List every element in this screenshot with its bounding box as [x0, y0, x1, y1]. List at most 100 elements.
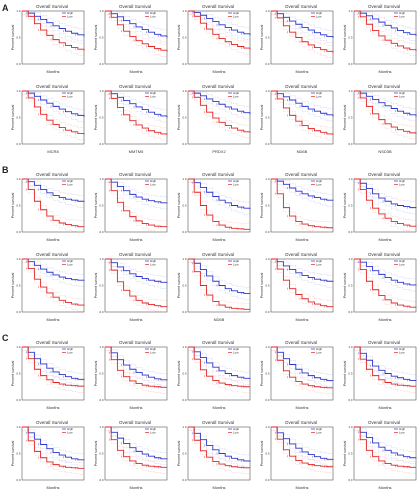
plot-frame	[187, 90, 251, 145]
legend-entry: High	[233, 179, 240, 183]
series-line-high	[271, 346, 334, 381]
y-axis-label: Percent survival	[343, 105, 347, 131]
x-axis-label: Months	[212, 69, 225, 74]
x-axis-label: Months	[46, 485, 59, 490]
series-line-high	[354, 346, 417, 381]
series-line-high	[105, 258, 168, 283]
y-tick-label: 0.0	[99, 62, 104, 66]
ci-band-high-upper	[354, 178, 417, 202]
ci-band-low-lower	[188, 430, 251, 475]
legend-entry: Low	[150, 431, 156, 435]
legend-entry: Low	[150, 15, 156, 19]
legend-entry: High	[233, 347, 240, 351]
y-axis-label: Percent survival	[343, 25, 347, 51]
y-tick-label: 1.0	[99, 425, 104, 429]
legend-entry: Low	[150, 183, 156, 187]
chart-title: Overall Survival	[368, 4, 400, 9]
ci-band-low-upper	[22, 258, 85, 300]
x-axis-label: Months	[378, 405, 391, 410]
series-line-low	[188, 258, 250, 310]
y-tick-label: 0.5	[16, 36, 21, 40]
legend-entry: Low	[67, 351, 73, 355]
x-axis-label: Months	[129, 317, 142, 322]
ci-band-high-lower	[188, 14, 251, 42]
series-line-high	[22, 10, 85, 37]
legend-entry: High	[316, 91, 323, 95]
plot-frame	[104, 346, 168, 401]
series-line-low	[22, 426, 84, 469]
series-line-high	[105, 10, 168, 38]
y-tick-label: 0.0	[182, 230, 187, 234]
series-line-low	[188, 90, 251, 133]
series-line-low	[354, 90, 417, 134]
legend-entry: High	[316, 11, 323, 15]
y-tick-label: 1.0	[99, 89, 104, 93]
ci-band-high-lower	[22, 94, 85, 124]
ci-band-low-lower	[22, 14, 85, 58]
ci-band-high-upper	[22, 426, 85, 455]
y-tick-label: 0.0	[265, 142, 270, 146]
series-line-high	[271, 258, 334, 282]
ci-band-high-upper	[188, 346, 251, 373]
series-line-high	[188, 90, 251, 115]
y-axis-label: Percent survival	[177, 441, 181, 467]
chart-title: Overall Survival	[202, 84, 234, 89]
ci-band-low-upper	[188, 426, 251, 462]
legend-entry: Low	[316, 431, 322, 435]
legend-entry: Low	[150, 95, 156, 99]
x-axis-label: MMTM5	[129, 149, 144, 154]
plot-frame	[187, 10, 251, 65]
series-line-high	[22, 346, 85, 380]
legend-entry: High	[399, 179, 406, 183]
ci-band-high-lower	[354, 14, 417, 43]
plot-frame	[353, 346, 417, 401]
chart-title: Overall Survival	[285, 4, 317, 9]
y-tick-label: 0.0	[265, 230, 270, 234]
y-tick-label: 0.0	[265, 62, 270, 66]
ci-band-low-lower	[354, 94, 417, 141]
legend-entry: High	[233, 427, 240, 431]
legend-entry: High	[150, 179, 157, 183]
legend-entry: High	[67, 91, 74, 95]
y-tick-label: 1.0	[348, 89, 353, 93]
legend-entry: Low	[399, 263, 405, 267]
legend-entry: High	[150, 11, 157, 15]
legend-entry: High	[399, 91, 406, 95]
x-axis-label: Months	[46, 69, 59, 74]
y-axis-label: Percent survival	[343, 273, 347, 299]
ci-band-high-upper	[188, 10, 251, 30]
plot-frame	[21, 426, 85, 481]
y-tick-label: 0.0	[16, 310, 21, 314]
plot-frame	[104, 426, 168, 481]
y-tick-label: 0.5	[99, 284, 104, 288]
y-axis-label: Percent survival	[11, 441, 15, 467]
y-tick-label: 0.0	[348, 398, 353, 402]
y-axis-label: Percent survival	[177, 193, 181, 219]
y-tick-label: 0.0	[99, 478, 104, 482]
series-line-high	[271, 178, 334, 201]
ci-band-high-lower	[105, 182, 168, 210]
ci-band-high-upper	[354, 346, 417, 375]
chart-title: Overall Survival	[202, 4, 234, 9]
y-axis-label: Percent survival	[94, 361, 98, 387]
ci-band-low-upper	[354, 90, 417, 128]
y-tick-label: 0.5	[348, 36, 353, 40]
x-axis-label: ND6B	[214, 317, 225, 322]
y-tick-label: 0.0	[182, 310, 187, 314]
y-axis-label: Percent survival	[94, 441, 98, 467]
x-axis-label: MCR8	[47, 149, 59, 154]
legend-entry: High	[399, 259, 406, 263]
y-axis-label: Percent survival	[260, 193, 264, 219]
legend-entry: High	[233, 91, 240, 95]
chart-title: Overall Survival	[285, 172, 317, 177]
y-tick-label: 0.5	[16, 284, 21, 288]
ci-band-high-lower	[105, 430, 168, 466]
series-line-low	[271, 346, 333, 389]
x-axis-label: Months	[212, 485, 225, 490]
legend-entry: High	[233, 11, 240, 15]
